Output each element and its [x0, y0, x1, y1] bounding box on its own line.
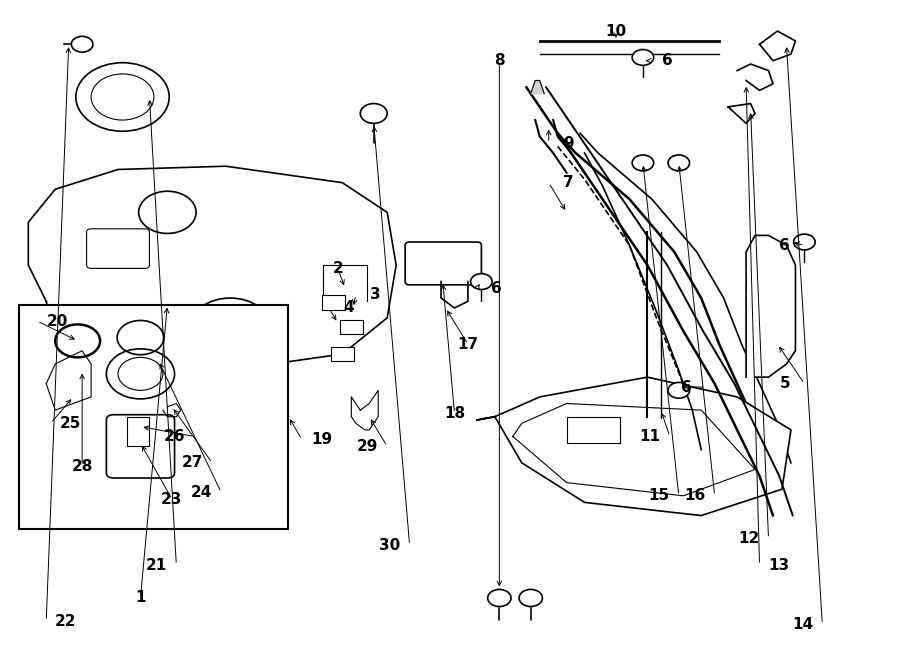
Bar: [339, 320, 363, 334]
Circle shape: [668, 155, 689, 171]
Text: 30: 30: [379, 538, 400, 553]
Bar: [127, 416, 149, 446]
Text: 5: 5: [779, 376, 790, 391]
Text: 25: 25: [59, 416, 81, 431]
Text: 12: 12: [738, 531, 760, 546]
Circle shape: [190, 298, 271, 357]
Text: 14: 14: [792, 617, 814, 632]
Text: 4: 4: [343, 301, 354, 315]
Circle shape: [139, 191, 196, 234]
Text: 19: 19: [311, 432, 332, 448]
Text: 6: 6: [680, 379, 691, 395]
Text: 10: 10: [606, 24, 626, 38]
FancyBboxPatch shape: [106, 414, 175, 478]
Circle shape: [76, 63, 169, 131]
Circle shape: [118, 357, 163, 391]
Circle shape: [668, 383, 689, 399]
Polygon shape: [46, 351, 91, 410]
Text: 22: 22: [55, 614, 76, 628]
Circle shape: [71, 36, 93, 52]
Text: 23: 23: [161, 492, 183, 506]
Bar: [321, 295, 345, 310]
Circle shape: [519, 589, 543, 606]
Text: 1: 1: [135, 591, 146, 606]
Polygon shape: [737, 64, 773, 91]
Text: 6: 6: [662, 53, 672, 68]
Text: 2: 2: [332, 261, 343, 276]
Text: 27: 27: [182, 455, 203, 470]
Polygon shape: [746, 236, 796, 377]
Circle shape: [632, 155, 653, 171]
Text: 26: 26: [164, 429, 185, 444]
Circle shape: [106, 349, 175, 399]
Circle shape: [91, 74, 154, 120]
Text: 13: 13: [769, 557, 790, 573]
Bar: [19, 305, 289, 529]
Text: 11: 11: [640, 429, 661, 444]
Text: 24: 24: [191, 485, 212, 500]
Text: 18: 18: [444, 406, 465, 421]
Polygon shape: [28, 166, 396, 371]
Circle shape: [488, 589, 511, 606]
Text: 15: 15: [649, 489, 670, 503]
Text: 8: 8: [494, 53, 505, 68]
Text: 17: 17: [457, 337, 479, 352]
Polygon shape: [728, 103, 755, 123]
Text: 3: 3: [370, 287, 381, 303]
Text: 6: 6: [779, 238, 790, 253]
Text: 6: 6: [491, 281, 502, 296]
Circle shape: [205, 309, 256, 346]
Bar: [330, 347, 354, 361]
Polygon shape: [760, 31, 796, 61]
Polygon shape: [477, 377, 791, 516]
Text: 7: 7: [563, 175, 573, 190]
Text: 20: 20: [46, 314, 68, 328]
Text: 28: 28: [71, 459, 93, 473]
Text: 9: 9: [563, 136, 573, 151]
Text: 16: 16: [684, 489, 706, 503]
Text: 21: 21: [146, 557, 167, 573]
Circle shape: [471, 273, 492, 289]
Polygon shape: [531, 81, 544, 94]
Circle shape: [360, 103, 387, 123]
FancyBboxPatch shape: [86, 229, 149, 268]
Circle shape: [632, 50, 653, 66]
FancyBboxPatch shape: [405, 242, 482, 285]
Circle shape: [55, 324, 100, 357]
Circle shape: [794, 234, 815, 250]
Polygon shape: [351, 391, 378, 430]
Circle shape: [117, 320, 164, 355]
Bar: [567, 416, 620, 443]
Text: 29: 29: [356, 439, 378, 454]
